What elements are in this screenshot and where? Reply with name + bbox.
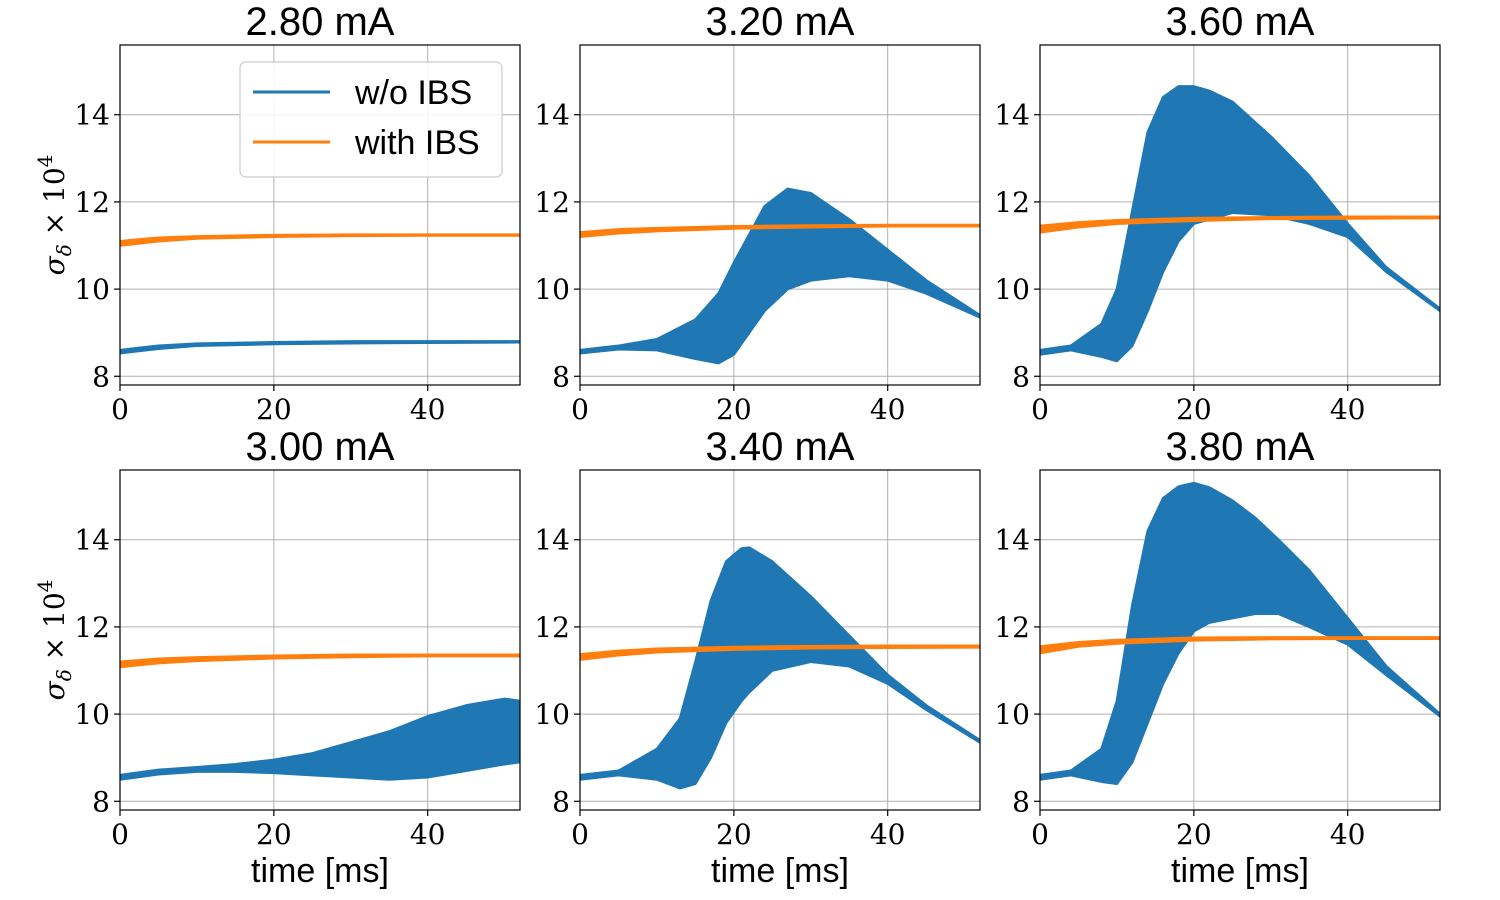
series-with-ibs: [580, 223, 980, 239]
series-with-ibs: [120, 233, 520, 247]
panel-3: 0 20 40 8 10 12 14 3.60 mA: [994, 0, 1441, 426]
x-tick-label: 0: [111, 393, 129, 426]
x-tick-label: 20: [716, 393, 752, 426]
x-tick-label: 0: [111, 818, 129, 851]
y-tick-label: 8: [1012, 785, 1030, 818]
x-tick-label: 40: [1330, 393, 1366, 426]
y-tick-label: 12: [534, 611, 570, 644]
x-axis-label: time [ms]: [711, 852, 849, 890]
panel-6: 0 20 40 8 10 12 14 3.80 mA time [ms]: [994, 425, 1441, 890]
panel-title: 2.80 mA: [246, 0, 395, 44]
y-tick-label: 14: [994, 99, 1030, 132]
series-with-ibs: [120, 653, 520, 669]
x-axis-label: time [ms]: [251, 852, 389, 890]
y-tick-label: 8: [1012, 360, 1030, 393]
x-tick-label: 40: [410, 393, 446, 426]
plot-area: [120, 233, 520, 355]
x-tick-label: 40: [870, 818, 906, 851]
legend: w/o IBS with IBS: [239, 61, 503, 178]
x-axis-label: time [ms]: [1171, 852, 1309, 890]
y-tick-label: 12: [74, 186, 110, 219]
series-with-ibs: [1040, 636, 1440, 655]
panel-2: 0 20 40 8 10 12 14 3.20 mA: [534, 0, 981, 426]
x-tick-label: 40: [410, 818, 446, 851]
x-tick-label: 20: [1176, 818, 1212, 851]
y-tick-label: 14: [74, 99, 110, 132]
axes-frame: [1039, 469, 1441, 811]
y-tick-label: 12: [994, 186, 1030, 219]
y-tick-label: 14: [534, 99, 570, 132]
panel-title: 3.20 mA: [706, 0, 855, 44]
y-tick-label: 10: [994, 698, 1030, 731]
series-without-ibs: [1040, 85, 1440, 363]
y-tick-label: 10: [74, 273, 110, 306]
panel-title: 3.00 mA: [246, 425, 395, 469]
panel-title: 3.40 mA: [706, 425, 855, 469]
y-tick-label: 14: [534, 524, 570, 557]
legend-label: with IBS: [354, 124, 480, 162]
plot-area: [580, 187, 980, 365]
x-tick-label: 20: [716, 818, 752, 851]
series-with-ibs: [580, 644, 980, 661]
y-tick-label: 8: [552, 360, 570, 393]
plot-area: [120, 653, 520, 781]
panel-title: 3.60 mA: [1166, 0, 1315, 44]
y-tick-label: 10: [534, 698, 570, 731]
x-tick-label: 0: [571, 818, 589, 851]
x-tick-label: 0: [571, 393, 589, 426]
y-tick-label: 10: [74, 698, 110, 731]
series-without-ibs: [580, 546, 980, 790]
axes-frame: [119, 469, 521, 811]
panel-title: 3.80 mA: [1166, 425, 1315, 469]
series-without-ibs: [580, 187, 980, 365]
y-tick-label: 10: [994, 273, 1030, 306]
axes-frame: [1039, 44, 1441, 386]
x-tick-label: 40: [870, 393, 906, 426]
y-tick-label: 8: [552, 785, 570, 818]
panel-4: 0 20 40 8 10 12 14 3.00 mA time [ms] σδ × 104: [33, 425, 521, 890]
series-with-ibs: [1040, 215, 1440, 234]
axes-frame: [579, 469, 981, 811]
panel-1: 0 20 40 8 10 12 14 2.80 mA σδ × 104: [33, 0, 521, 426]
y-tick-label: 14: [74, 524, 110, 557]
y-tick-label: 12: [994, 611, 1030, 644]
x-tick-label: 20: [1176, 393, 1212, 426]
y-tick-label: 14: [994, 524, 1030, 557]
series-without-ibs: [1040, 481, 1440, 786]
legend-label: w/o IBS: [354, 74, 472, 112]
plot-area: [1040, 481, 1440, 786]
x-tick-label: 0: [1031, 818, 1049, 851]
x-tick-label: 20: [256, 393, 292, 426]
y-axis-label: σδ × 104: [33, 580, 76, 701]
plot-area: [1040, 85, 1440, 363]
series-without-ibs: [120, 697, 520, 781]
y-tick-label: 8: [92, 360, 110, 393]
y-tick-label: 8: [92, 785, 110, 818]
x-tick-label: 40: [1330, 818, 1366, 851]
x-tick-label: 20: [256, 818, 292, 851]
axes-frame: [579, 44, 981, 386]
y-tick-label: 10: [534, 273, 570, 306]
series-without-ibs: [120, 340, 520, 355]
plot-area: [580, 546, 980, 790]
axes-frame: [119, 44, 521, 386]
y-tick-label: 12: [534, 186, 570, 219]
y-tick-label: 12: [74, 611, 110, 644]
panel-5: 0 20 40 8 10 12 14 3.40 mA time [ms]: [534, 425, 981, 890]
x-tick-label: 0: [1031, 393, 1049, 426]
y-axis-label: σδ × 104: [33, 155, 76, 276]
